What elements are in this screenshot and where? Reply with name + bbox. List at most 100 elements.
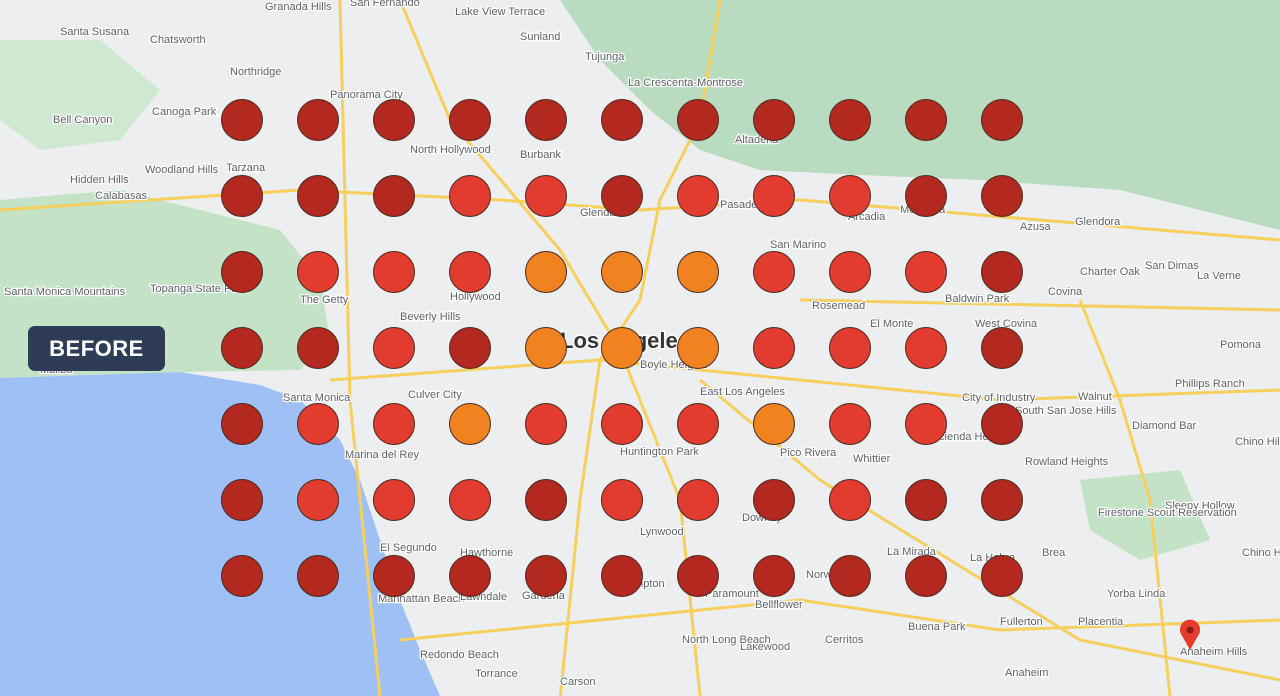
place-label: Redondo Beach bbox=[420, 649, 499, 661]
rank-marker bbox=[829, 403, 871, 445]
rank-marker bbox=[981, 327, 1023, 369]
place-label: Chino Hills State Park bbox=[1242, 547, 1280, 559]
place-label: Sleepy Hollow bbox=[1165, 500, 1235, 512]
place-label: Sunland bbox=[520, 31, 560, 43]
rank-marker bbox=[753, 175, 795, 217]
place-label: East Los Angeles bbox=[700, 386, 786, 398]
place-label: Anaheim bbox=[1005, 667, 1048, 679]
place-label: Lakewood bbox=[740, 641, 790, 653]
rank-marker bbox=[905, 175, 947, 217]
rank-marker bbox=[753, 403, 795, 445]
place-label: Phillips Ranch bbox=[1175, 378, 1245, 390]
rank-marker bbox=[297, 327, 339, 369]
place-label: Canoga Park bbox=[152, 106, 217, 118]
rank-marker bbox=[449, 251, 491, 293]
place-label: The Getty bbox=[300, 294, 349, 306]
place-label: West Covina bbox=[975, 318, 1038, 330]
rank-marker bbox=[221, 251, 263, 293]
rank-marker bbox=[829, 555, 871, 597]
rank-marker bbox=[601, 327, 643, 369]
rank-marker bbox=[449, 403, 491, 445]
road bbox=[329, 358, 1280, 402]
rank-marker bbox=[677, 327, 719, 369]
rank-marker bbox=[905, 99, 947, 141]
place-label: Covina bbox=[1048, 286, 1083, 298]
place-label: Lynwood bbox=[640, 526, 684, 538]
place-label: Rosemead bbox=[812, 300, 865, 312]
rank-marker bbox=[677, 479, 719, 521]
place-label: Hollywood bbox=[450, 291, 501, 303]
park bbox=[1080, 470, 1210, 560]
rank-marker bbox=[449, 99, 491, 141]
rank-marker bbox=[905, 251, 947, 293]
place-label: San Dimas bbox=[1145, 260, 1199, 272]
rank-marker bbox=[373, 403, 415, 445]
place-label: Calabasas bbox=[95, 190, 147, 202]
rank-marker bbox=[525, 403, 567, 445]
rank-marker bbox=[601, 555, 643, 597]
rank-marker bbox=[981, 403, 1023, 445]
place-label: Pomona bbox=[1220, 339, 1262, 351]
rank-marker bbox=[677, 175, 719, 217]
rank-marker bbox=[525, 555, 567, 597]
rank-marker bbox=[297, 251, 339, 293]
place-label: Charter Oak bbox=[1080, 266, 1140, 278]
rank-marker bbox=[981, 251, 1023, 293]
place-label: North Long Beach bbox=[682, 634, 771, 646]
place-label: Woodland Hills bbox=[145, 164, 219, 176]
place-label: Huntington Park bbox=[620, 446, 699, 458]
place-label: Cerritos bbox=[825, 634, 864, 646]
rank-marker bbox=[221, 175, 263, 217]
place-label: Northridge bbox=[230, 66, 281, 78]
road bbox=[799, 298, 1280, 312]
rank-marker bbox=[753, 555, 795, 597]
place-label: Brea bbox=[1042, 547, 1066, 559]
rank-marker bbox=[221, 479, 263, 521]
rank-marker bbox=[829, 99, 871, 141]
place-label: Burbank bbox=[520, 149, 561, 161]
rank-marker bbox=[297, 403, 339, 445]
rank-marker bbox=[449, 479, 491, 521]
rank-marker bbox=[221, 99, 263, 141]
place-label: Rowland Heights bbox=[1025, 456, 1109, 468]
place-label: Tujunga bbox=[585, 51, 625, 63]
rank-marker bbox=[753, 479, 795, 521]
place-label: Bellflower bbox=[755, 599, 803, 611]
rank-marker bbox=[297, 99, 339, 141]
rank-marker bbox=[373, 99, 415, 141]
rank-marker bbox=[373, 327, 415, 369]
rank-marker bbox=[449, 327, 491, 369]
rank-grid bbox=[221, 99, 1023, 597]
rank-marker bbox=[905, 479, 947, 521]
rank-marker bbox=[525, 251, 567, 293]
place-label: City of Industry bbox=[962, 392, 1036, 404]
place-label: South San Jose Hills bbox=[1015, 405, 1117, 417]
rank-marker bbox=[221, 327, 263, 369]
place-label: Granada Hills bbox=[265, 1, 332, 13]
place-label: Tarzana bbox=[226, 162, 266, 174]
place-label: Fullerton bbox=[1000, 616, 1043, 628]
rank-marker bbox=[677, 99, 719, 141]
rank-marker bbox=[981, 99, 1023, 141]
place-label: Chatsworth bbox=[150, 34, 206, 46]
rank-marker bbox=[601, 175, 643, 217]
place-label: Bell Canyon bbox=[53, 114, 112, 126]
rank-marker bbox=[601, 479, 643, 521]
place-label: El Monte bbox=[870, 318, 913, 330]
place-label: Culver City bbox=[408, 389, 462, 401]
rank-marker bbox=[677, 251, 719, 293]
place-label: San Fernando bbox=[350, 0, 420, 9]
place-label: Marina del Rey bbox=[345, 449, 419, 461]
rank-marker bbox=[981, 175, 1023, 217]
park bbox=[0, 40, 160, 150]
place-label: Topanga State Park bbox=[150, 283, 247, 295]
place-label: Buena Park bbox=[908, 621, 966, 633]
rank-marker bbox=[829, 251, 871, 293]
rank-marker bbox=[297, 555, 339, 597]
place-label: Glendora bbox=[1075, 216, 1121, 228]
rank-marker bbox=[221, 555, 263, 597]
place-label: Pico Rivera bbox=[780, 447, 837, 459]
